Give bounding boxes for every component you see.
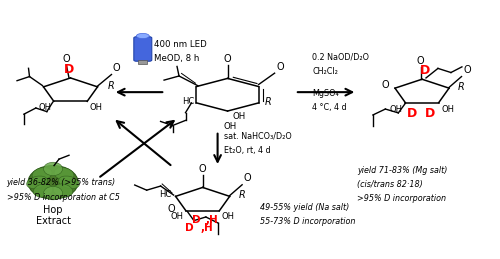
Text: ,H: ,H [200,223,213,233]
Text: Hop: Hop [44,205,63,215]
Ellipse shape [34,184,53,197]
Text: OH: OH [232,112,246,121]
Text: 4 °C, 4 d: 4 °C, 4 d [312,103,347,112]
Text: O: O [224,54,232,64]
Text: OH: OH [170,212,183,221]
Text: O: O [168,204,175,214]
Text: O: O [199,164,206,174]
Text: 400 nm LED: 400 nm LED [154,40,206,49]
FancyBboxPatch shape [138,60,147,64]
Text: D: D [64,63,74,76]
Ellipse shape [44,162,62,176]
Text: O: O [416,56,424,66]
Text: 0.2 NaOD/D₂O: 0.2 NaOD/D₂O [312,53,370,62]
Text: MgSO₄: MgSO₄ [312,89,339,98]
Text: Et₂O, rt, 4 d: Et₂O, rt, 4 d [224,146,270,155]
Ellipse shape [58,176,80,189]
Text: OH: OH [441,105,454,114]
Text: ,H: ,H [205,214,218,225]
Text: D: D [420,64,430,77]
Text: O: O [382,80,389,90]
Text: yield 36-82% (>95% trans): yield 36-82% (>95% trans) [6,178,116,188]
Text: D: D [407,107,417,120]
Text: R: R [265,97,272,107]
Text: (cis/trans 82·18): (cis/trans 82·18) [357,180,423,189]
Text: Extract: Extract [36,216,70,226]
Ellipse shape [54,184,73,197]
Text: >95% D incorporation at C5: >95% D incorporation at C5 [6,193,119,202]
Ellipse shape [26,176,48,189]
Text: O: O [463,65,470,75]
Text: HC: HC [160,190,172,199]
Text: D: D [192,214,200,225]
Text: OH: OH [224,122,236,131]
Text: OH: OH [222,212,235,221]
Ellipse shape [54,168,74,181]
Text: R: R [238,190,246,200]
Ellipse shape [44,186,62,200]
Text: HC: HC [182,97,194,106]
Ellipse shape [28,166,78,199]
Text: R: R [108,81,114,91]
Text: yield 71-83% (Mg salt): yield 71-83% (Mg salt) [357,166,448,175]
Text: O: O [244,174,251,183]
Text: 49-55% yield (Na salt): 49-55% yield (Na salt) [260,203,349,212]
Text: MeOD, 8 h: MeOD, 8 h [154,54,199,63]
Text: D: D [185,223,194,233]
Text: O: O [113,63,120,74]
Text: sat. NaHCO₃/D₂O: sat. NaHCO₃/D₂O [224,131,292,140]
Ellipse shape [32,168,52,181]
Text: >95% D incorporation: >95% D incorporation [357,194,446,203]
Ellipse shape [136,33,149,39]
Text: O: O [276,62,283,72]
Text: OH: OH [390,105,403,114]
Text: 55-73% D incorporation: 55-73% D incorporation [260,217,356,226]
Text: O: O [62,54,70,64]
FancyBboxPatch shape [134,37,152,61]
Text: OH: OH [90,103,102,112]
Text: R: R [458,82,465,92]
Text: CH₂Cl₂: CH₂Cl₂ [312,67,338,76]
Text: OH: OH [38,103,52,112]
Text: D: D [424,107,434,120]
